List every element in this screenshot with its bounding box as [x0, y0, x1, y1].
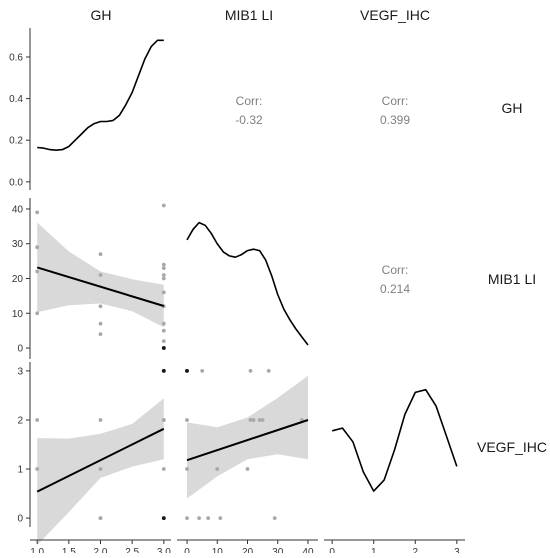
- scatter-points-layer: [35, 203, 304, 520]
- data-point-gh-vs-mib1-li: [98, 273, 103, 277]
- data-point-gh-vs-mib1-li: [35, 311, 40, 316]
- data-point-gh-vs-vegf-ihc: [98, 516, 103, 520]
- data-point-gh-vs-mib1-li: [161, 262, 166, 267]
- corr-gh-vegf-value: 0.399: [380, 113, 410, 127]
- data-point-mib1-li-vs-vegf-ihc: [215, 467, 220, 471]
- y-tick-label-gh: 0.4: [9, 94, 23, 105]
- data-point-gh-vs-mib1-li: [161, 273, 166, 277]
- density-curve-gh: [37, 39, 164, 151]
- corr-mib1-vegf-value: 0.214: [380, 282, 410, 296]
- data-point-gh-vs-vegf-ihc: [98, 418, 103, 422]
- x-tick-label-mib1-li: 40: [302, 547, 314, 553]
- x-tick-label-gh: 2.5: [125, 547, 139, 553]
- confidence-band-gh-vs-vegf-ihc: [37, 398, 164, 546]
- data-point-mib1-li-vs-vegf-ihc: [197, 516, 202, 520]
- data-point-gh-vs-mib1-li: [35, 269, 40, 274]
- data-point-gh-vs-mib1-li: [161, 339, 166, 343]
- x-tick-label-vegf-ihc: 0: [329, 547, 335, 553]
- regression-line-gh-vs-vegf-ihc: [36, 427, 165, 493]
- data-point-mib1-li-vs-vegf-ihc: [248, 418, 253, 422]
- data-point-gh-vs-mib1-li: [161, 290, 166, 295]
- x-tick-label-mib1-li: 30: [272, 547, 284, 553]
- data-point-gh-vs-mib1-li: [35, 245, 40, 250]
- strip-label-right-mib1: MIB1 LI: [488, 271, 536, 287]
- x-tick-label-gh: 1.0: [30, 547, 44, 553]
- data-point-gh-vs-mib1-li: [161, 203, 166, 208]
- data-point-gh-vs-mib1-li: [161, 328, 166, 333]
- data-point-mib1-li-vs-vegf-ihc: [248, 369, 253, 373]
- strip-label-right-vegf: VEGF_IHC: [477, 439, 547, 455]
- data-point-mib1-li-vs-vegf-ihc: [185, 467, 189, 471]
- data-point-gh-vs-vegf-ihc: [161, 467, 166, 471]
- x-tick-label-mib1-li: 20: [242, 547, 254, 553]
- data-point-gh-vs-mib1-li: [98, 252, 103, 257]
- density-curve-mib1-li: [186, 221, 309, 346]
- confidence-band-mib1-li-vs-vegf-ihc: [187, 375, 308, 499]
- y-tick-label-vegf-ihc: 0: [17, 514, 23, 525]
- y-tick-label-gh: 0.6: [9, 52, 23, 63]
- data-point-mib1-li-vs-vegf-ihc: [185, 516, 189, 520]
- data-point-gh-vs-vegf-ihc: [98, 467, 103, 471]
- curves-layer: [36, 39, 458, 493]
- data-point-gh-vs-mib1-li: [161, 276, 166, 281]
- x-tick-label-vegf-ihc: 2: [413, 547, 419, 553]
- strip-label-top-gh: GH: [91, 7, 112, 23]
- strip-label-top-vegf: VEGF_IHC: [360, 7, 430, 23]
- x-tick-label-gh: 3.0: [157, 547, 171, 553]
- regression-line-mib1-li-vs-vegf-ihc: [186, 419, 309, 462]
- data-point-gh-vs-vegf-ihc: [35, 418, 40, 422]
- confidence-bands-layer: [37, 222, 308, 546]
- data-point-mib1-li-vs-vegf-ihc: [185, 418, 189, 422]
- data-point-mib1-li-vs-vegf-ihc: [185, 369, 189, 373]
- data-point-mib1-li-vs-vegf-ihc: [251, 418, 256, 422]
- regression-line-gh-vs-mib1-li: [36, 266, 165, 307]
- data-point-gh-vs-mib1-li: [161, 266, 166, 270]
- y-tick-label-mib1-li: 10: [12, 309, 24, 320]
- y-tick-label-mib1-li: 0: [17, 344, 23, 355]
- corr-gh-vegf-label: Corr:: [382, 94, 409, 108]
- density-curve-vegf-ihc: [331, 388, 458, 492]
- data-point-gh-vs-mib1-li: [161, 321, 166, 326]
- data-point-gh-vs-mib1-li: [98, 332, 103, 336]
- y-tick-label-vegf-ihc: 3: [17, 366, 23, 377]
- data-point-gh-vs-mib1-li: [98, 304, 103, 309]
- data-point-mib1-li-vs-vegf-ihc: [272, 516, 277, 520]
- y-tick-label-mib1-li: 20: [12, 274, 24, 285]
- data-point-mib1-li-vs-vegf-ihc: [200, 369, 205, 373]
- data-point-mib1-li-vs-vegf-ihc: [260, 418, 265, 422]
- data-point-mib1-li-vs-vegf-ihc: [206, 516, 211, 520]
- data-point-gh-vs-mib1-li: [161, 346, 166, 350]
- corr-mib1-vegf-label: Corr:: [382, 263, 409, 277]
- data-point-gh-vs-vegf-ihc: [161, 369, 166, 373]
- data-point-mib1-li-vs-vegf-ihc: [245, 467, 250, 471]
- x-tick-label-vegf-ihc: 3: [454, 547, 460, 553]
- data-point-mib1-li-vs-vegf-ihc: [257, 418, 262, 422]
- data-point-mib1-li-vs-vegf-ihc: [218, 516, 223, 520]
- data-point-gh-vs-vegf-ihc: [161, 516, 166, 520]
- data-point-gh-vs-vegf-ihc: [35, 467, 40, 471]
- x-tick-label-gh: 1.5: [62, 547, 76, 553]
- y-tick-label-gh: 0.2: [9, 136, 23, 147]
- labels-layer: GH MIB1 LI VEGF_IHC GH MIB1 LI VEGF_IHC …: [91, 7, 548, 455]
- corr-gh-mib1-label: Corr:: [236, 94, 263, 108]
- y-tick-label-gh: 0.0: [9, 177, 23, 188]
- y-tick-label-mib1-li: 30: [12, 239, 24, 250]
- y-tick-label-mib1-li: 40: [12, 204, 24, 215]
- strip-label-right-gh: GH: [502, 100, 523, 116]
- x-tick-label-gh: 2.0: [94, 547, 108, 553]
- x-tick-label-mib1-li: 10: [212, 547, 224, 553]
- data-point-gh-vs-mib1-li: [35, 210, 40, 215]
- y-tick-label-vegf-ihc: 1: [17, 465, 23, 476]
- strip-label-top-mib1: MIB1 LI: [225, 7, 273, 23]
- data-point-gh-vs-vegf-ihc: [161, 418, 166, 422]
- y-tick-label-vegf-ihc: 2: [17, 415, 23, 426]
- data-point-mib1-li-vs-vegf-ihc: [266, 369, 271, 373]
- x-tick-label-mib1-li: 0: [184, 547, 190, 553]
- corr-gh-mib1-value: -0.32: [235, 113, 263, 127]
- data-point-gh-vs-mib1-li: [98, 321, 103, 326]
- x-tick-label-vegf-ihc: 1: [371, 547, 377, 553]
